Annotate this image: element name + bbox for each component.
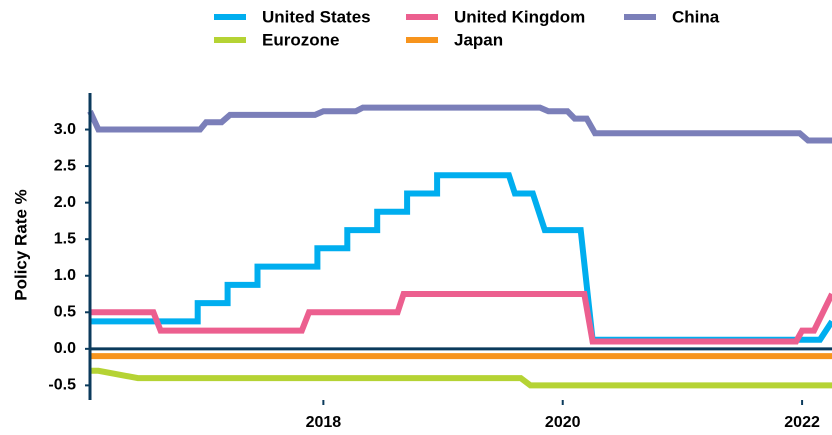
- x-tick-label: 2018: [306, 414, 342, 431]
- series-line: [90, 172, 832, 343]
- legend-label: Japan: [454, 30, 503, 49]
- y-tick-label: 2.5: [54, 157, 76, 174]
- series-line: [90, 367, 832, 389]
- legend-label: Eurozone: [262, 30, 339, 49]
- x-tick-label: 2020: [545, 414, 581, 431]
- y-tick-label: -0.5: [48, 377, 76, 394]
- y-tick-label: 2.0: [54, 194, 76, 211]
- legend-label: United Kingdom: [454, 7, 585, 26]
- y-tick-label: 0.5: [54, 304, 76, 321]
- y-axis-title: Policy Rate %: [11, 189, 30, 301]
- legend-label: China: [672, 7, 720, 26]
- series-line: [90, 291, 832, 345]
- legend-label: United States: [262, 7, 371, 26]
- y-tick-label: 3.0: [54, 121, 76, 138]
- x-tick-label: 2022: [784, 414, 820, 431]
- y-tick-label: 1.0: [54, 267, 76, 284]
- series-line: [87, 104, 832, 144]
- y-tick-label: 0.0: [54, 340, 76, 357]
- y-tick-label: 1.5: [54, 230, 76, 247]
